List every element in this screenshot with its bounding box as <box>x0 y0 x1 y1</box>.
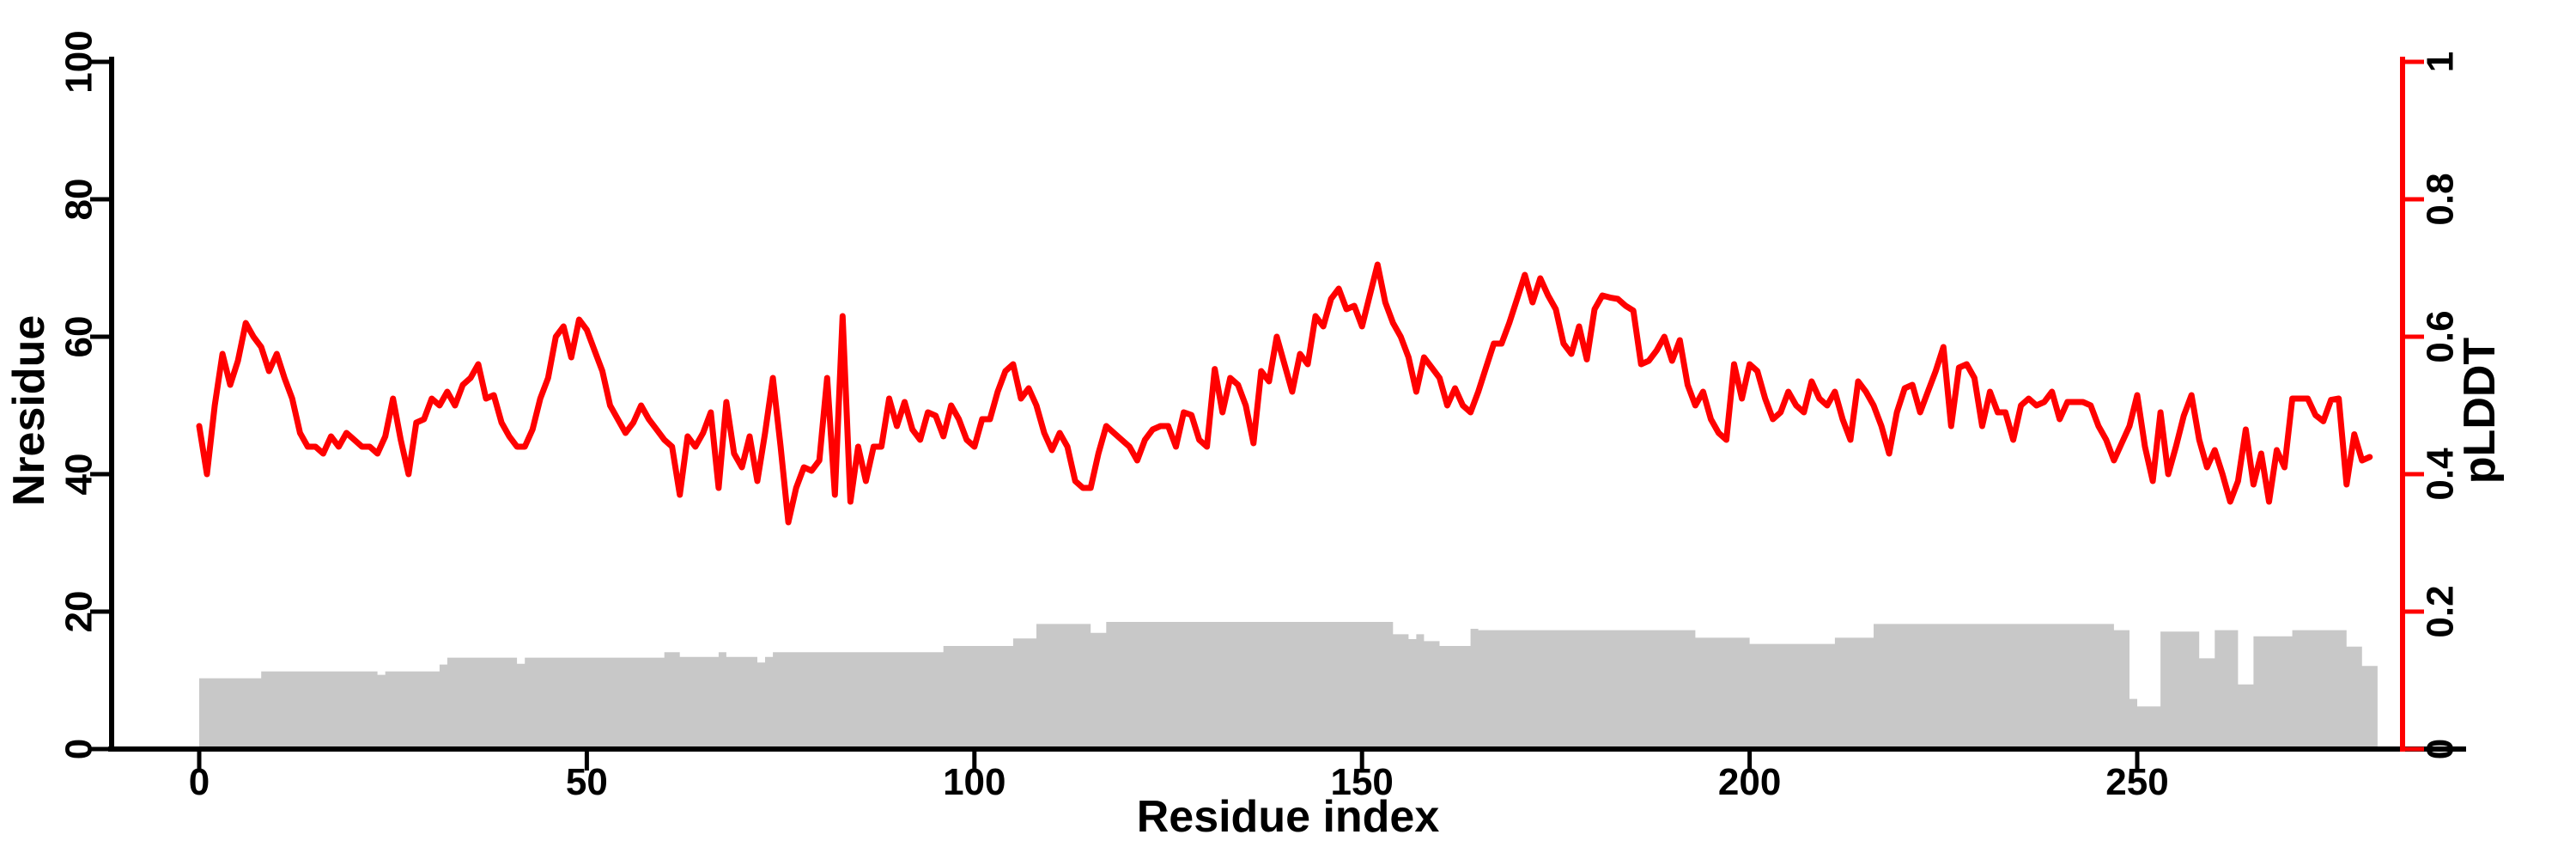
left-tick-label: 0 <box>58 739 100 759</box>
x-tick-label: 100 <box>943 761 1005 803</box>
nresidue-area <box>199 622 2378 749</box>
right-axis-title: pLDDT <box>2455 338 2505 484</box>
right-tick-label: 0.2 <box>2420 585 2462 637</box>
x-tick-label: 0 <box>189 761 210 803</box>
x-tick-label: 50 <box>566 761 608 803</box>
left-axis-title: Nresidue <box>4 315 54 507</box>
x-tick-label: 200 <box>1718 761 1781 803</box>
right-tick-label: 0.4 <box>2420 448 2462 501</box>
x-axis-title: Residue index <box>1137 792 1440 842</box>
left-tick-label: 20 <box>58 591 100 633</box>
plddt-line <box>196 261 2373 526</box>
right-tick-label: 0.6 <box>2420 310 2462 362</box>
right-tick-label: 0.8 <box>2420 173 2462 225</box>
left-tick-label: 80 <box>58 179 100 221</box>
right-tick-label: 1 <box>2420 52 2462 72</box>
right-tick-label: 0 <box>2420 739 2462 759</box>
x-tick-label: 150 <box>1330 761 1393 803</box>
left-tick-label: 40 <box>58 454 100 496</box>
left-tick-label: 100 <box>58 30 100 93</box>
left-tick-label: 60 <box>58 316 100 358</box>
x-tick-label: 250 <box>2105 761 2168 803</box>
